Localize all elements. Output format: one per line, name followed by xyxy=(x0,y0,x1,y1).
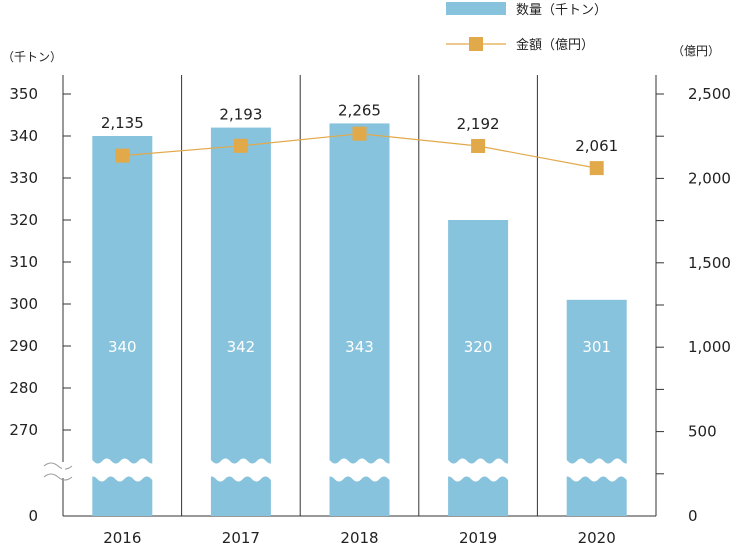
right-tick-label: 1,000 xyxy=(688,338,731,356)
line-value-label: 2,135 xyxy=(101,114,144,132)
bar-value-label: 320 xyxy=(464,338,493,356)
axis-break-band xyxy=(307,458,412,482)
x-tick-label: 2019 xyxy=(459,529,497,545)
left-tick-label: 300 xyxy=(9,295,38,313)
axis-break-mark xyxy=(43,462,73,470)
x-tick-label: 2020 xyxy=(578,529,616,545)
right-tick-label: 2,500 xyxy=(688,85,731,103)
line-value-label: 2,061 xyxy=(575,137,618,155)
axis-break-band xyxy=(426,458,531,482)
right-tick-label: 2,000 xyxy=(688,169,731,187)
axis-break-gap xyxy=(62,462,65,478)
line-point-2016 xyxy=(115,148,130,163)
left-tick-label: 290 xyxy=(9,337,38,355)
right-tick-label: 1,500 xyxy=(688,254,731,272)
line-point-2017 xyxy=(233,138,248,153)
line-value-label: 2,192 xyxy=(457,115,500,133)
legend-swatch-quantity xyxy=(446,2,506,15)
line-point-2019 xyxy=(471,138,486,153)
left-tick-label: 330 xyxy=(9,169,38,187)
axis-break-band xyxy=(544,458,649,482)
axis-break-band xyxy=(188,458,293,482)
bar-2018 xyxy=(329,123,390,517)
left-tick-label: 350 xyxy=(9,85,38,103)
bar-2017 xyxy=(210,127,271,516)
bar-2020 xyxy=(566,299,627,516)
right-tick-label: 500 xyxy=(688,423,717,441)
axis-break-mark xyxy=(43,473,73,481)
axis-break-band xyxy=(70,458,175,482)
left-tick-label: 320 xyxy=(9,211,38,229)
left-tick-label: 0 xyxy=(28,507,38,525)
right-axis-unit: （億円） xyxy=(672,44,720,58)
bar-value-label: 342 xyxy=(227,338,256,356)
bar-value-label: 301 xyxy=(582,338,611,356)
line-value-label: 2,193 xyxy=(219,106,262,124)
line-point-2020 xyxy=(589,161,604,176)
line-value-label: 2,265 xyxy=(338,101,381,119)
x-tick-label: 2017 xyxy=(222,529,260,545)
right-tick-label: 0 xyxy=(688,507,698,525)
left-tick-label: 280 xyxy=(9,379,38,397)
legend-marker-amount xyxy=(469,37,483,51)
x-tick-label: 2018 xyxy=(340,529,378,545)
left-axis-unit: （千トン） xyxy=(2,50,62,64)
legend-label-amount: 金額（億円） xyxy=(516,37,594,53)
left-tick-label: 270 xyxy=(9,421,38,439)
left-tick-label: 340 xyxy=(9,127,38,145)
x-tick-label: 2016 xyxy=(103,529,141,545)
left-tick-label: 310 xyxy=(9,253,38,271)
line-point-2018 xyxy=(352,126,367,141)
legend-label-quantity: 数量（千トン） xyxy=(516,3,607,18)
bar-2016 xyxy=(92,136,153,516)
bar-value-label: 343 xyxy=(345,338,374,356)
bar-value-label: 340 xyxy=(108,338,137,356)
